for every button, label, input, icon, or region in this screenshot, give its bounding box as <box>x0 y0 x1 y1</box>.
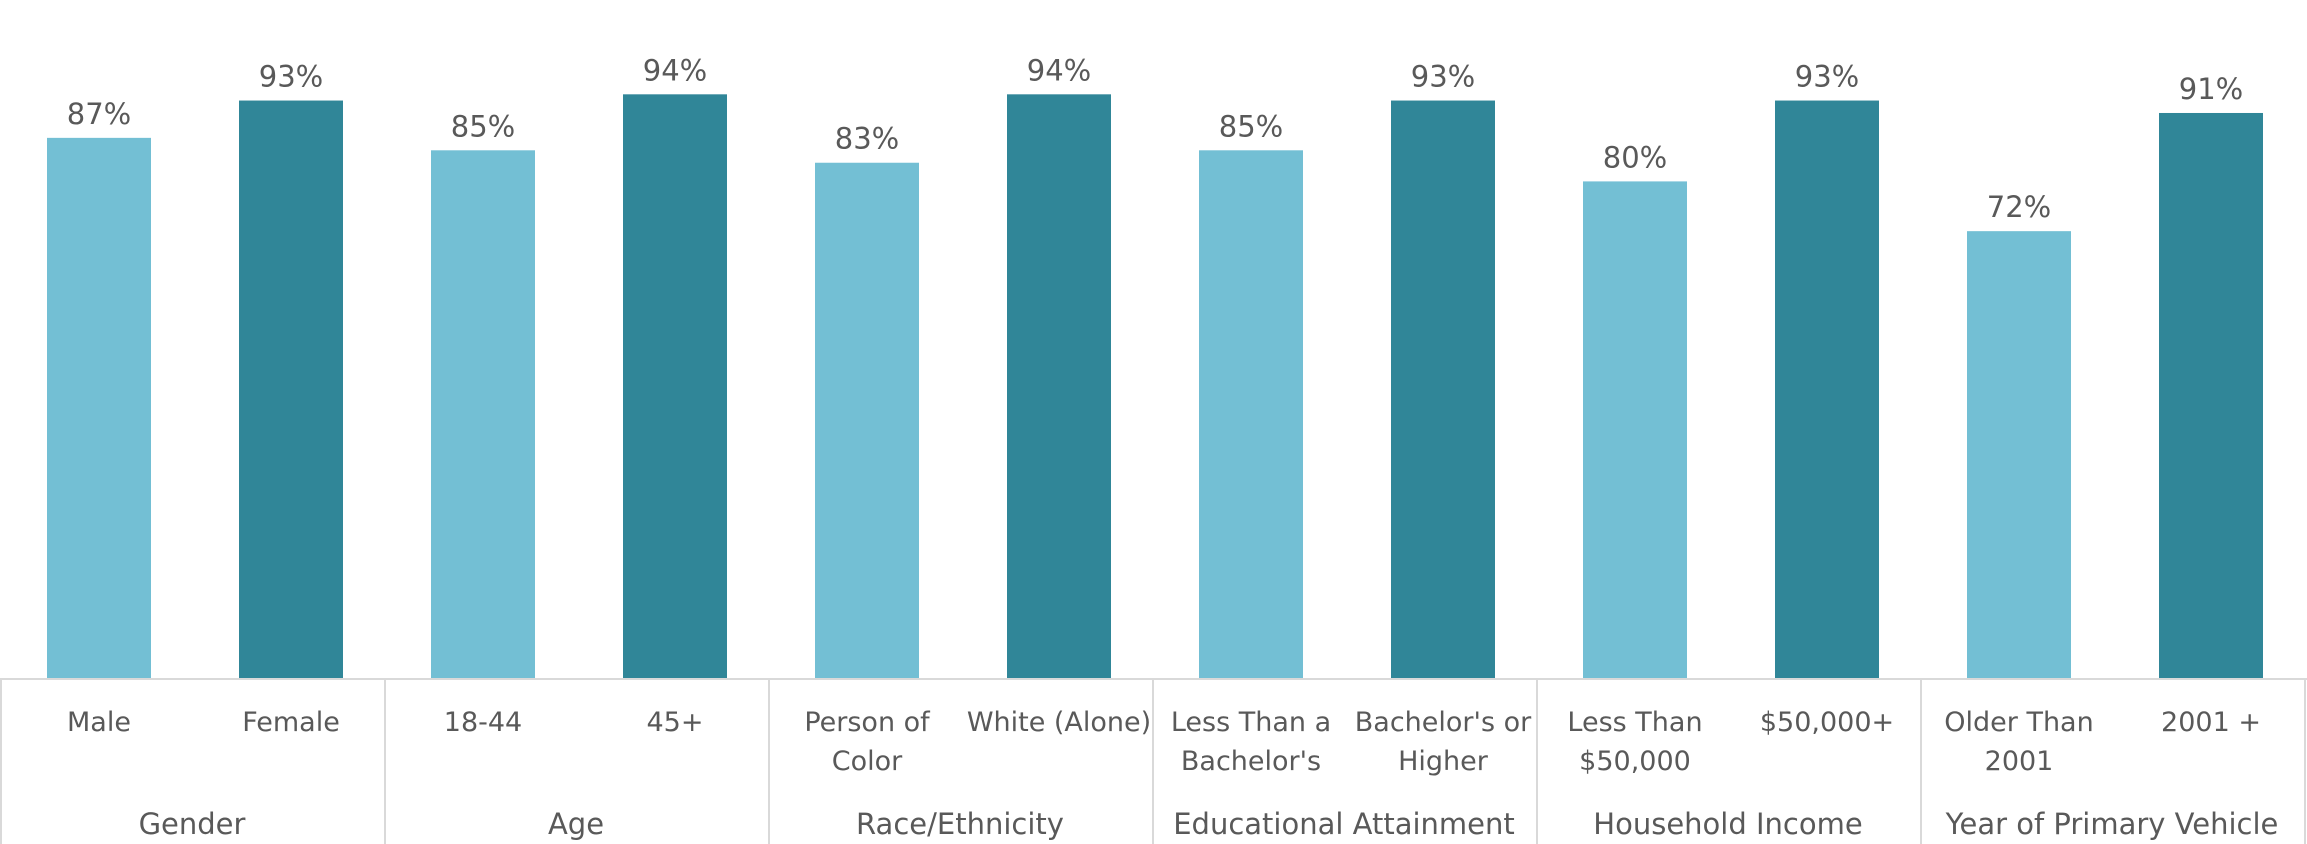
bar <box>1199 150 1303 680</box>
bar <box>1583 181 1687 679</box>
category-tick-label: Older Than 2001 <box>1944 707 2093 777</box>
category-tick-label: Bachelor's or Higher <box>1355 707 1532 777</box>
bar <box>239 100 343 680</box>
bar <box>623 94 727 679</box>
category-tick-label-line: Higher <box>1398 746 1489 777</box>
group-label: Household Income <box>1593 807 1862 841</box>
category-tick-label-line: Bachelor's or <box>1355 707 1532 738</box>
category-tick-label: Female <box>242 707 340 738</box>
group-label: Year of Primary Vehicle <box>1945 807 2279 841</box>
bar <box>2159 112 2263 680</box>
bar-value-label: 80% <box>1603 140 1667 174</box>
category-tick-label-line: 18-44 <box>444 707 522 738</box>
group-labels-layer: Gender Age Race/Ethnicity Educational Attai… <box>139 807 2279 841</box>
category-tick-label-line: 2001 <box>1985 746 2054 777</box>
bar-value-label: 83% <box>835 122 899 156</box>
category-tick-label: White (Alone) <box>967 707 1151 738</box>
bar-value-label: 93% <box>1795 60 1859 94</box>
bar-value-label: 87% <box>67 97 131 131</box>
bar <box>1967 231 2071 679</box>
category-tick-label-line: Bachelor's <box>1181 746 1321 777</box>
bar-value-label: 94% <box>1027 53 1091 87</box>
category-tick-label: 45+ <box>647 707 704 738</box>
group-label: Age <box>548 807 604 841</box>
category-tick-label: Less Than $50,000 <box>1567 707 1702 777</box>
category-tick-label-line: $50,000 <box>1579 746 1691 777</box>
category-tick-label-line: Less Than a <box>1171 707 1331 738</box>
bar-value-label: 91% <box>2179 72 2243 106</box>
group-label: Race/Ethnicity <box>856 807 1064 841</box>
category-tick-label-line: Male <box>67 707 131 738</box>
value-labels-layer: 87% 93% 85% 94% 83% 94% 85% 93% 80% 93% 72% 91% <box>67 53 2243 224</box>
bar-value-label: 93% <box>259 60 323 94</box>
category-tick-label: 2001 + <box>2161 707 2261 738</box>
category-tick-label-line: Female <box>242 707 340 738</box>
bar <box>47 137 151 680</box>
category-tick-label-line: $50,000+ <box>1760 707 1894 738</box>
category-tick-label-line: 2001 + <box>2161 707 2261 738</box>
bar-value-label: 85% <box>1219 109 1283 143</box>
bar <box>1391 100 1495 680</box>
category-axis <box>0 678 2307 844</box>
bar-value-label: 72% <box>1987 190 2051 224</box>
bar-value-label: 85% <box>451 109 515 143</box>
category-tick-label: 18-44 <box>444 707 522 738</box>
category-tick-label-line: Older Than <box>1944 707 2093 738</box>
category-tick-label: Male <box>67 707 131 738</box>
bar <box>1007 94 1111 679</box>
bar-value-label: 93% <box>1411 60 1475 94</box>
category-tick-label-line: White (Alone) <box>967 707 1151 738</box>
bar-value-label: 94% <box>643 53 707 87</box>
category-tick-label-line: 45+ <box>647 707 704 738</box>
category-tick-label-line: Color <box>832 746 903 777</box>
category-labels-layer: Male Female 18-44 45+ Person of Color White (A… <box>67 707 2261 777</box>
category-tick-label: Less Than a Bachelor's <box>1171 707 1331 777</box>
category-tick-label-line: Less Than <box>1567 707 1702 738</box>
bars-layer <box>47 94 2263 680</box>
bar <box>815 162 919 680</box>
category-tick-label: Person of Color <box>804 707 931 777</box>
bar <box>1775 100 1879 680</box>
category-tick-label: $50,000+ <box>1760 707 1894 738</box>
group-label: Educational Attainment <box>1173 807 1515 841</box>
group-label: Gender <box>139 807 246 841</box>
bar <box>431 150 535 680</box>
category-tick-label-line: Person of <box>804 707 931 738</box>
